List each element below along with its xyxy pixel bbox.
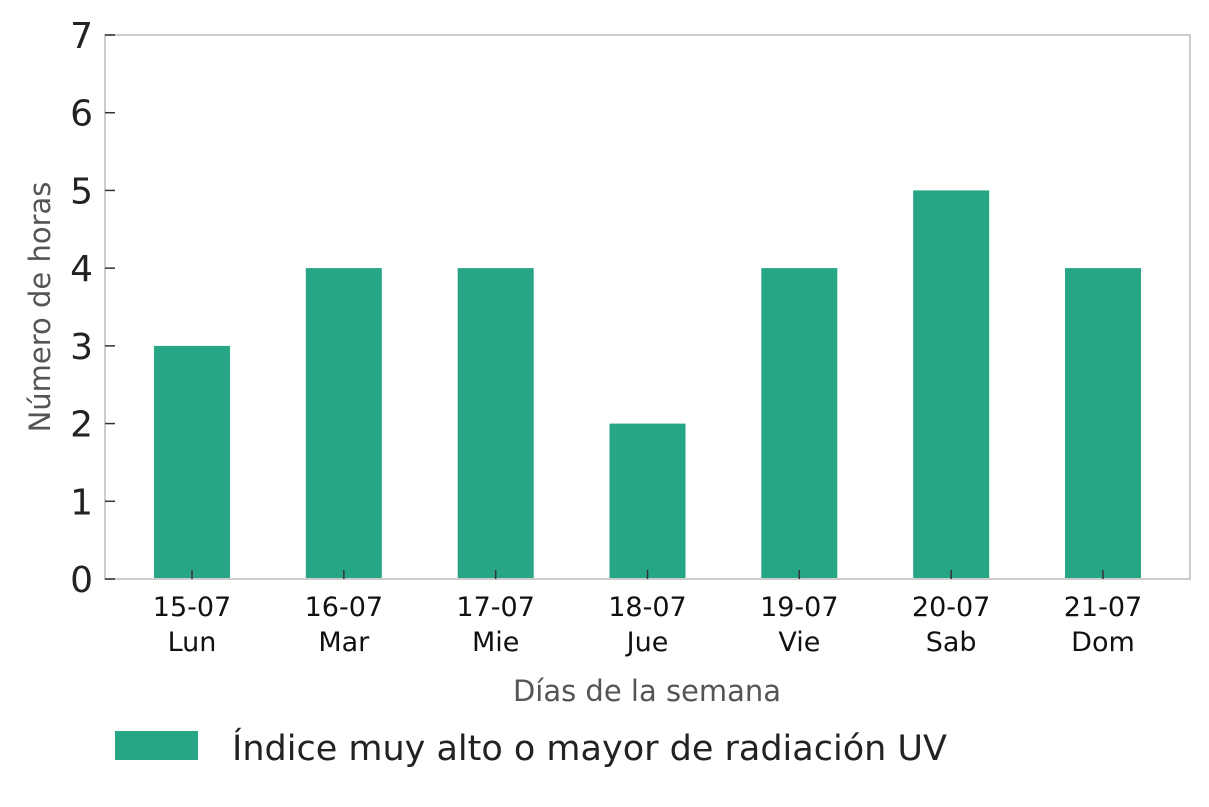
- x-tick-label-date: 16-07: [305, 592, 383, 623]
- y-axis-title: Número de horas: [23, 182, 57, 433]
- x-tick-label-date: 19-07: [760, 592, 838, 623]
- bar-19-07: [761, 268, 838, 579]
- y-tick-label: 5: [70, 171, 93, 212]
- bar-16-07: [305, 268, 382, 579]
- y-axis-ticks: 0 1 2 3 4 5 6 7: [70, 16, 115, 601]
- y-tick-label: 1: [70, 482, 93, 523]
- bar-20-07: [913, 190, 990, 579]
- bar-21-07: [1065, 268, 1141, 579]
- x-tick-label-date: 20-07: [912, 592, 990, 623]
- x-tick-label-day: Mie: [472, 627, 519, 658]
- y-tick-label: 7: [70, 16, 93, 57]
- bar-15-07: [154, 345, 230, 579]
- legend: Índice muy alto o mayor de radiación UV: [115, 727, 947, 769]
- legend-swatch: [115, 731, 198, 760]
- x-tick-label-date: 17-07: [456, 592, 534, 623]
- y-tick-label: 2: [70, 405, 93, 446]
- bar-18-07: [609, 423, 686, 579]
- legend-label: Índice muy alto o mayor de radiación UV: [232, 727, 947, 769]
- x-tick-label-day: Vie: [778, 627, 820, 658]
- y-tick-label: 4: [70, 249, 93, 290]
- y-tick-label: 3: [70, 327, 93, 368]
- x-axis-ticks: 15-07 Lun 16-07 Mar 17-07 Mie 18-07 Jue 19-07 Vie…: [153, 570, 1142, 658]
- x-tick-label-date: 21-07: [1064, 592, 1142, 623]
- x-axis-title: Días de la semana: [513, 674, 781, 708]
- x-tick-label-date: 15-07: [153, 592, 231, 623]
- x-tick-label-day: Lun: [168, 627, 217, 658]
- bar-17-07: [457, 268, 534, 579]
- bars-layer: [154, 190, 1141, 579]
- x-tick-label-day: Jue: [625, 627, 669, 658]
- x-tick-label-day: Mar: [318, 627, 370, 658]
- y-tick-label: 6: [70, 94, 93, 135]
- x-tick-label-date: 18-07: [608, 592, 686, 623]
- y-tick-label: 0: [70, 560, 93, 601]
- x-tick-label-day: Dom: [1071, 627, 1135, 658]
- x-tick-label-day: Sab: [926, 627, 977, 658]
